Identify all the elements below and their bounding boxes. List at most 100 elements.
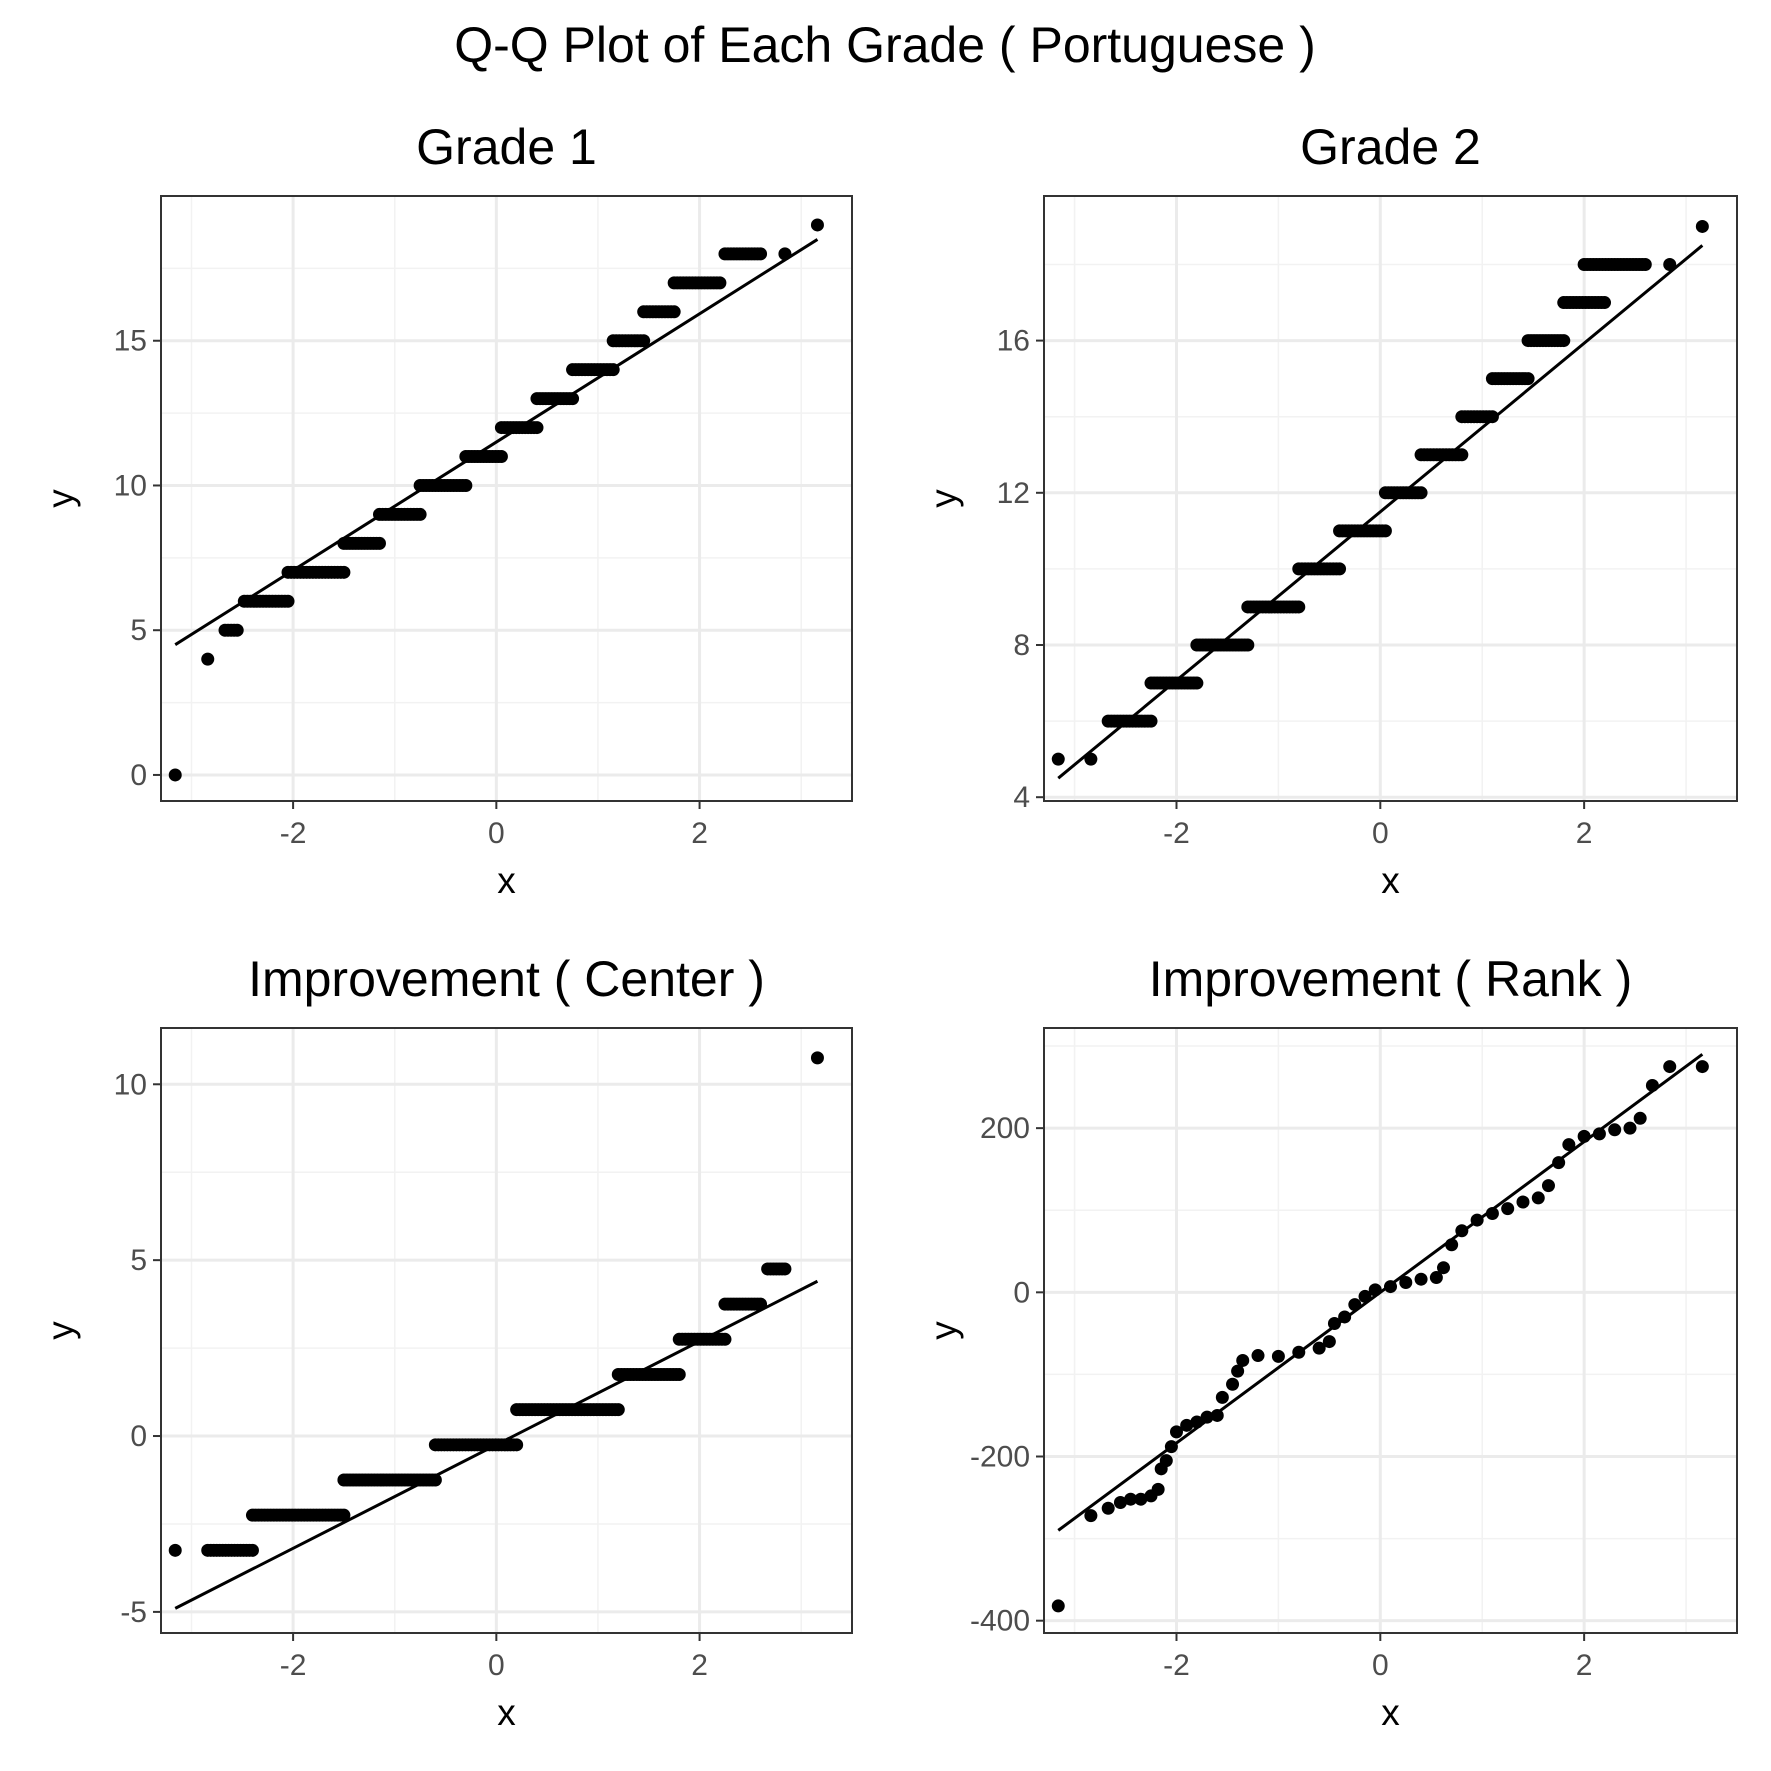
plot-background (161, 196, 852, 801)
data-point (201, 652, 215, 666)
reference-line (1057, 244, 1704, 780)
panel-title: Improvement ( Rank ) (1149, 951, 1632, 1007)
data-point (1312, 1341, 1326, 1355)
data-point (1226, 1377, 1240, 1391)
data-point (1695, 219, 1709, 233)
x-tick-label: 0 (1372, 817, 1389, 850)
data-point (810, 218, 824, 232)
panel-title: Grade 1 (416, 119, 597, 175)
panel-border (1043, 1027, 1738, 1634)
data-point (637, 334, 651, 348)
y-tick-label: 15 (114, 325, 147, 358)
y-tick-label: 12 (997, 477, 1030, 510)
data-point (810, 1051, 824, 1065)
data-point (1414, 1272, 1428, 1286)
data-point (1557, 334, 1571, 348)
y-axis-label: y (40, 1321, 81, 1340)
data-point (1695, 1060, 1709, 1074)
x-tick-label: 0 (1372, 1649, 1389, 1682)
data-point (1144, 714, 1158, 728)
data-point (1215, 1390, 1229, 1404)
data-point (1084, 752, 1098, 766)
panel-grade-2: Grade 2 -2 0 2 4 8 12 16 x y (923, 119, 1738, 901)
y-tick-label: 16 (997, 325, 1030, 358)
x-tick-label: -2 (280, 817, 307, 850)
data-point (1455, 448, 1469, 462)
data-point (1633, 1111, 1647, 1125)
x-tick-label: -2 (1163, 1649, 1190, 1682)
y-tick-label: 5 (130, 1244, 147, 1277)
data-point (1322, 1335, 1336, 1349)
x-tick-label: -2 (1163, 817, 1190, 850)
x-axis-label: x (1381, 860, 1400, 901)
y-tick-label: 4 (1013, 781, 1030, 814)
plot-background (1044, 1028, 1737, 1633)
data-point (1051, 752, 1065, 766)
x-axis-label: x (1381, 1692, 1400, 1733)
y-axis-label: y (923, 1321, 964, 1340)
data-point (1436, 1261, 1450, 1275)
panel-border (160, 1027, 853, 1634)
data-point (778, 1262, 792, 1276)
plot-background (161, 1028, 852, 1633)
panel-title: Improvement ( Center ) (248, 951, 765, 1007)
x-tick-label: 2 (691, 817, 708, 850)
y-tick-label: 8 (1013, 629, 1030, 662)
data-point (1231, 1364, 1245, 1378)
data-point (1200, 1410, 1214, 1424)
y-tick-label: -400 (970, 1605, 1030, 1638)
y-axis-label: y (40, 489, 81, 508)
y-tick-label: 0 (130, 759, 147, 792)
data-point (1134, 1492, 1148, 1506)
data-point (1236, 1353, 1250, 1367)
data-point (1124, 1492, 1138, 1506)
data-point (281, 594, 295, 608)
data-point (1608, 1123, 1622, 1137)
data-point (667, 305, 681, 319)
data-point (1516, 1195, 1530, 1209)
data-point (1271, 1349, 1285, 1363)
panel-improvement-rank: Improvement ( Rank ) -2 0 2 -400 -200 0 200 x y (923, 951, 1738, 1733)
data-point (1113, 1495, 1127, 1509)
x-axis-label: x (497, 860, 516, 901)
x-tick-label: -2 (280, 1649, 307, 1682)
x-tick-label: 0 (488, 817, 505, 850)
data-point (1333, 562, 1347, 576)
data-point (168, 768, 182, 782)
data-point (1378, 524, 1392, 538)
data-point (413, 507, 427, 521)
x-tick-label: 2 (1576, 1649, 1593, 1682)
data-point (1051, 1599, 1065, 1613)
data-point (754, 247, 768, 261)
y-axis-label: y (923, 489, 964, 508)
x-tick-label: 2 (1576, 817, 1593, 850)
data-point (672, 1367, 686, 1381)
y-tick-label: -200 (970, 1441, 1030, 1474)
data-point (718, 1332, 732, 1346)
data-point (1562, 1138, 1576, 1152)
y-tick-label: 200 (980, 1112, 1030, 1145)
data-point (713, 276, 727, 290)
data-point (1663, 257, 1677, 271)
data-point (168, 1543, 182, 1557)
data-point (1638, 257, 1652, 271)
data-point (1190, 676, 1204, 690)
panel-grade-1: Grade 1 -2 0 2 0 5 10 15 x y (40, 119, 853, 901)
data-point (494, 450, 508, 464)
data-point (372, 536, 386, 550)
y-tick-label: -5 (120, 1596, 147, 1629)
data-point (1501, 1202, 1515, 1216)
reference-line (174, 238, 819, 646)
data-point (1241, 638, 1255, 652)
data-point (1151, 1482, 1165, 1496)
data-point (1251, 1349, 1265, 1363)
data-point (1084, 1509, 1098, 1523)
figure-title: Q-Q Plot of Each Grade ( Portuguese ) (454, 17, 1316, 73)
data-point (530, 421, 544, 435)
data-point (1663, 1060, 1677, 1074)
reference-line (1057, 1053, 1704, 1532)
data-point (337, 1508, 351, 1522)
data-point (611, 1403, 625, 1417)
panel-title: Grade 2 (1300, 119, 1481, 175)
data-point (1623, 1121, 1637, 1135)
